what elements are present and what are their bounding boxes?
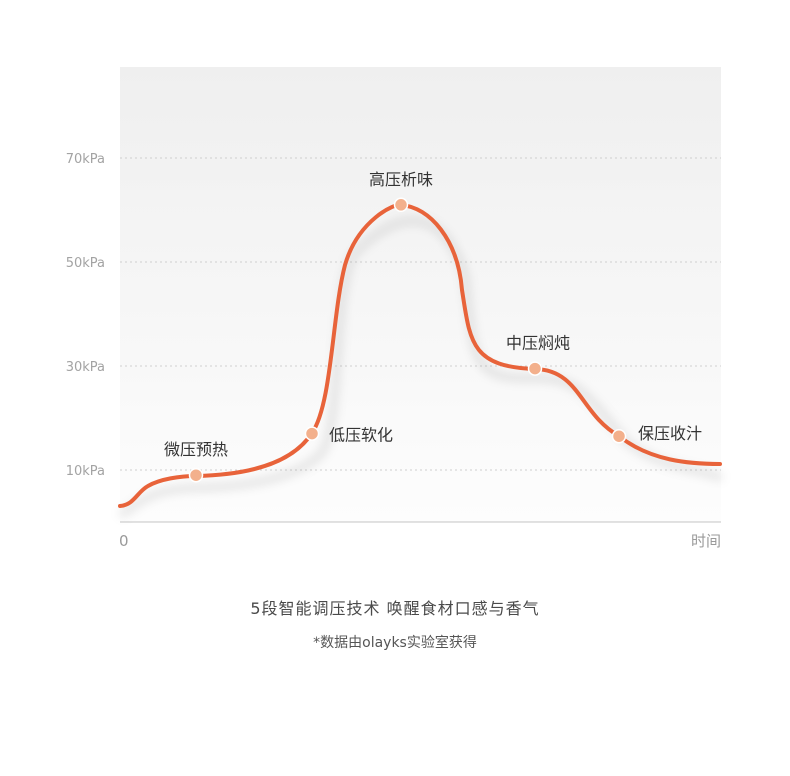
y-tick-label: 30kPa — [66, 360, 105, 375]
point-marker — [393, 197, 409, 213]
point-label: 高压析味 — [369, 170, 433, 189]
point-label: 低压软化 — [329, 426, 393, 445]
pressure-chart: 10kPa 30kPa 50kPa 70kPa 0 时间 微压预热 低压软化 高压析味中压… — [66, 67, 724, 550]
y-tick-label: 70kPa — [66, 152, 105, 167]
point-marker — [527, 361, 543, 376]
y-axis-ticks: 10kPa 30kPa 50kPa 70kPa — [66, 152, 105, 479]
y-tick-label: 50kPa — [66, 256, 105, 271]
point-label: 中压焖炖 — [506, 334, 570, 353]
plot-background — [120, 67, 721, 522]
point-label: 微压预热 — [164, 440, 228, 459]
grid-lines — [120, 157, 721, 471]
point-marker — [304, 426, 320, 441]
x-tick-origin: 0 — [119, 532, 129, 550]
caption-main: 5段智能调压技术 唤醒食材口感与香气 — [250, 599, 540, 618]
caption-note: *数据由olayks实验室获得 — [313, 635, 477, 651]
y-tick-label: 10kPa — [66, 464, 105, 479]
point-label: 保压收汁 — [638, 424, 702, 443]
point-marker — [611, 428, 627, 444]
x-axis-label-time: 时间 — [691, 532, 721, 550]
curve-shadow — [118, 218, 724, 518]
point-marker — [188, 467, 204, 483]
